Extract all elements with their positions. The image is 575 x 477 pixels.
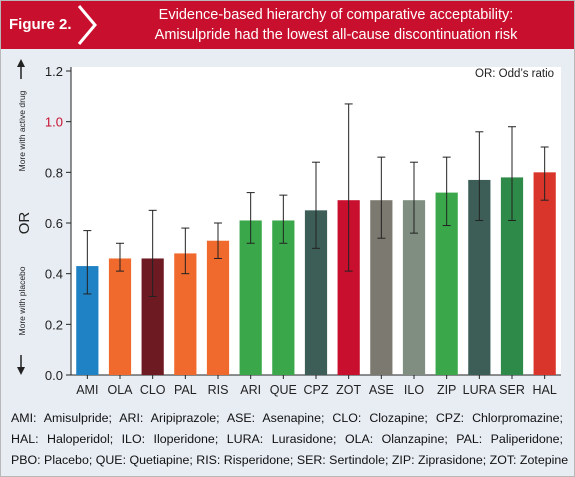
bar-ami [76,266,99,375]
bar-ari [239,220,262,375]
bar-ola [108,258,132,375]
y-tick-label: 0.4 [45,267,63,282]
x-tick-label: RIS [208,383,229,397]
y-axis-label: OR [16,212,33,235]
x-tick-label: ZOT [336,383,361,397]
footnote-line-2: HAL: Haloperidol; ILO: Iloperidone; LURA… [11,432,563,446]
x-tick-label: CLO [140,383,166,397]
abbreviations-footnote: AMI: Amisulpride; ARI: Aripiprazole; ASE… [11,408,569,471]
y-tick-labels: 0.0 0.2 0.4 0.6 0.8 1.0 1.2 [45,64,63,383]
y-tick-label: 0.2 [45,317,63,332]
figure-title: Evidence-based hierarchy of comparative … [101,5,571,45]
lower-direction-label: More with placebo [17,266,27,335]
x-tick-label: ARI [240,383,261,397]
bar-ser [500,177,524,375]
bar-pal [174,253,197,375]
bar-chart: AMI OLA CLO PAL RIS ARI QUE CPZ ZOT ASE ILO ZIP LURA… [16,59,561,397]
bar-clo [141,258,164,375]
x-tick-label: ZIP [437,383,456,397]
figure-header: Figure 2. Evidence-based hierarchy of co… [1,1,574,49]
bar-cpz [304,210,328,375]
up-arrow-head-icon [17,59,25,67]
y-tick-label: 1.2 [45,64,63,79]
chart-error-bars [83,103,549,297]
chevron-icon [77,5,97,45]
y-tick-label: 0.8 [45,165,63,180]
chart-annotations: OR: Odd’s ratio More with active drug More… [16,59,554,375]
figure-title-line-2: Amisulpride had the lowest all-cause dis… [154,27,518,43]
x-tick-label: SER [499,383,525,397]
bar-ilo [402,200,426,375]
bar-ris [206,240,230,375]
x-tick-label: ASE [369,383,394,397]
bar-zip [435,192,458,375]
chart-bars [76,172,556,375]
figure-label: Figure 2. [9,16,72,33]
x-tick-label: QUE [270,383,297,397]
footnote-line-1: AMI: Amisulpride; ARI: Aripiprazole; ASE… [11,411,563,425]
x-tick-label: CPZ [304,383,329,397]
bar-que [272,220,295,375]
bar-zot [337,200,360,375]
x-tick-label: LURA [463,383,497,397]
odds-ratio-note: OR: Odd’s ratio [475,68,554,80]
upper-direction-label: More with active drug [17,90,27,171]
x-tick-label: ILO [404,383,424,397]
y-tick-label: 1.0 [45,115,63,130]
bar-hal [533,172,556,375]
x-tick-label: PAL [174,383,197,397]
x-tick-labels: AMI OLA CLO PAL RIS ARI QUE CPZ ZOT ASE ILO ZIP LURA… [76,383,557,397]
x-tick-label: HAL [533,383,557,397]
footnote-line-3: PBO: Placebo; QUE: Quetiapine; RIS: Risp… [11,453,569,467]
x-tick-label: OLA [107,383,133,397]
x-tick-label: AMI [76,383,98,397]
bar-ase [370,200,393,375]
y-tick-label: 0.0 [45,368,63,383]
bar-lura [468,179,491,375]
down-arrow-head-icon [17,367,25,375]
y-tick-label: 0.6 [45,216,63,231]
figure-title-line-1: Evidence-based hierarchy of comparative … [158,7,514,23]
